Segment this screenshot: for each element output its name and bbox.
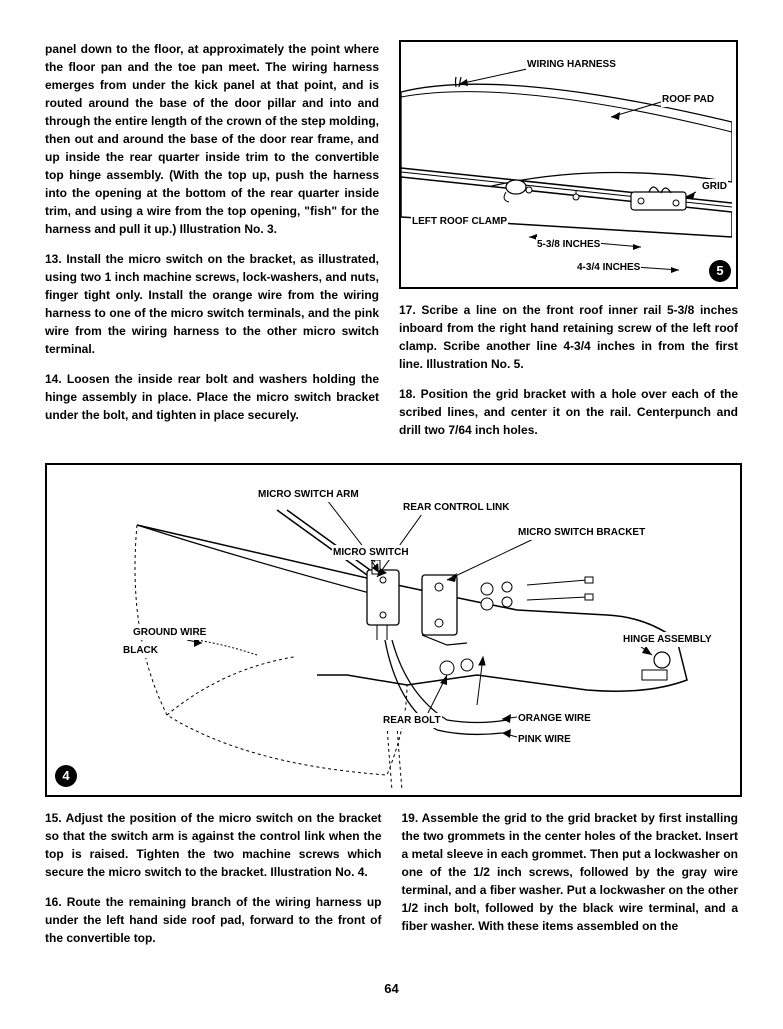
paragraph-19: 19. Assemble the grid to the grid bracke… [402,809,739,935]
paragraph-15: 15. Adjust the position of the micro swi… [45,809,382,881]
label-hinge-assembly: HINGE ASSEMBLY [622,632,713,647]
label-micro-switch-arm: MICRO SWITCH ARM [257,487,360,502]
right-column: WIRING HARNESS ROOF PAD GRID LEFT ROOF C… [399,40,738,451]
left-column: panel down to the floor, at approximatel… [45,40,379,451]
label-wiring-harness: WIRING HARNESS [526,57,617,72]
top-columns: panel down to the floor, at approximatel… [45,40,738,451]
label-rear-control-link: REAR CONTROL LINK [402,500,510,515]
paragraph-13: 13. Install the micro switch on the brac… [45,250,379,358]
label-orange-wire: ORANGE WIRE [517,711,592,726]
label-black: BLACK [122,643,159,658]
label-micro-switch: MICRO SWITCH [332,545,410,560]
paragraph-16: 16. Route the remaining branch of the wi… [45,893,382,947]
label-left-roof-clamp: LEFT ROOF CLAMP [411,214,508,229]
label-dim1: 5-3/8 INCHES [536,237,601,252]
label-grid: GRID [701,179,728,194]
paragraph-17: 17. Scribe a line on the front roof inne… [399,301,738,373]
bottom-left-column: 15. Adjust the position of the micro swi… [45,809,382,959]
figure-5: WIRING HARNESS ROOF PAD GRID LEFT ROOF C… [399,40,738,289]
paragraph-12-cont: panel down to the floor, at approximatel… [45,40,379,238]
label-roof-pad: ROOF PAD [661,92,715,107]
label-rear-bolt: REAR BOLT [382,713,442,728]
page-number: 64 [45,979,738,999]
figure-5-number: 5 [709,260,731,282]
label-pink-wire: PINK WIRE [517,732,572,747]
bottom-right-column: 19. Assemble the grid to the grid bracke… [402,809,739,959]
label-micro-switch-bracket: MICRO SWITCH BRACKET [517,525,646,540]
paragraph-14: 14. Loosen the inside rear bolt and wash… [45,370,379,424]
label-dim2: 4-3/4 INCHES [576,260,641,275]
bottom-columns: 15. Adjust the position of the micro swi… [45,809,738,959]
figure-4: MICRO SWITCH ARM REAR CONTROL LINK MICRO… [45,463,742,797]
label-ground-wire: GROUND WIRE [132,625,207,640]
paragraph-18: 18. Position the grid bracket with a hol… [399,385,738,439]
figure-4-number: 4 [55,765,77,787]
